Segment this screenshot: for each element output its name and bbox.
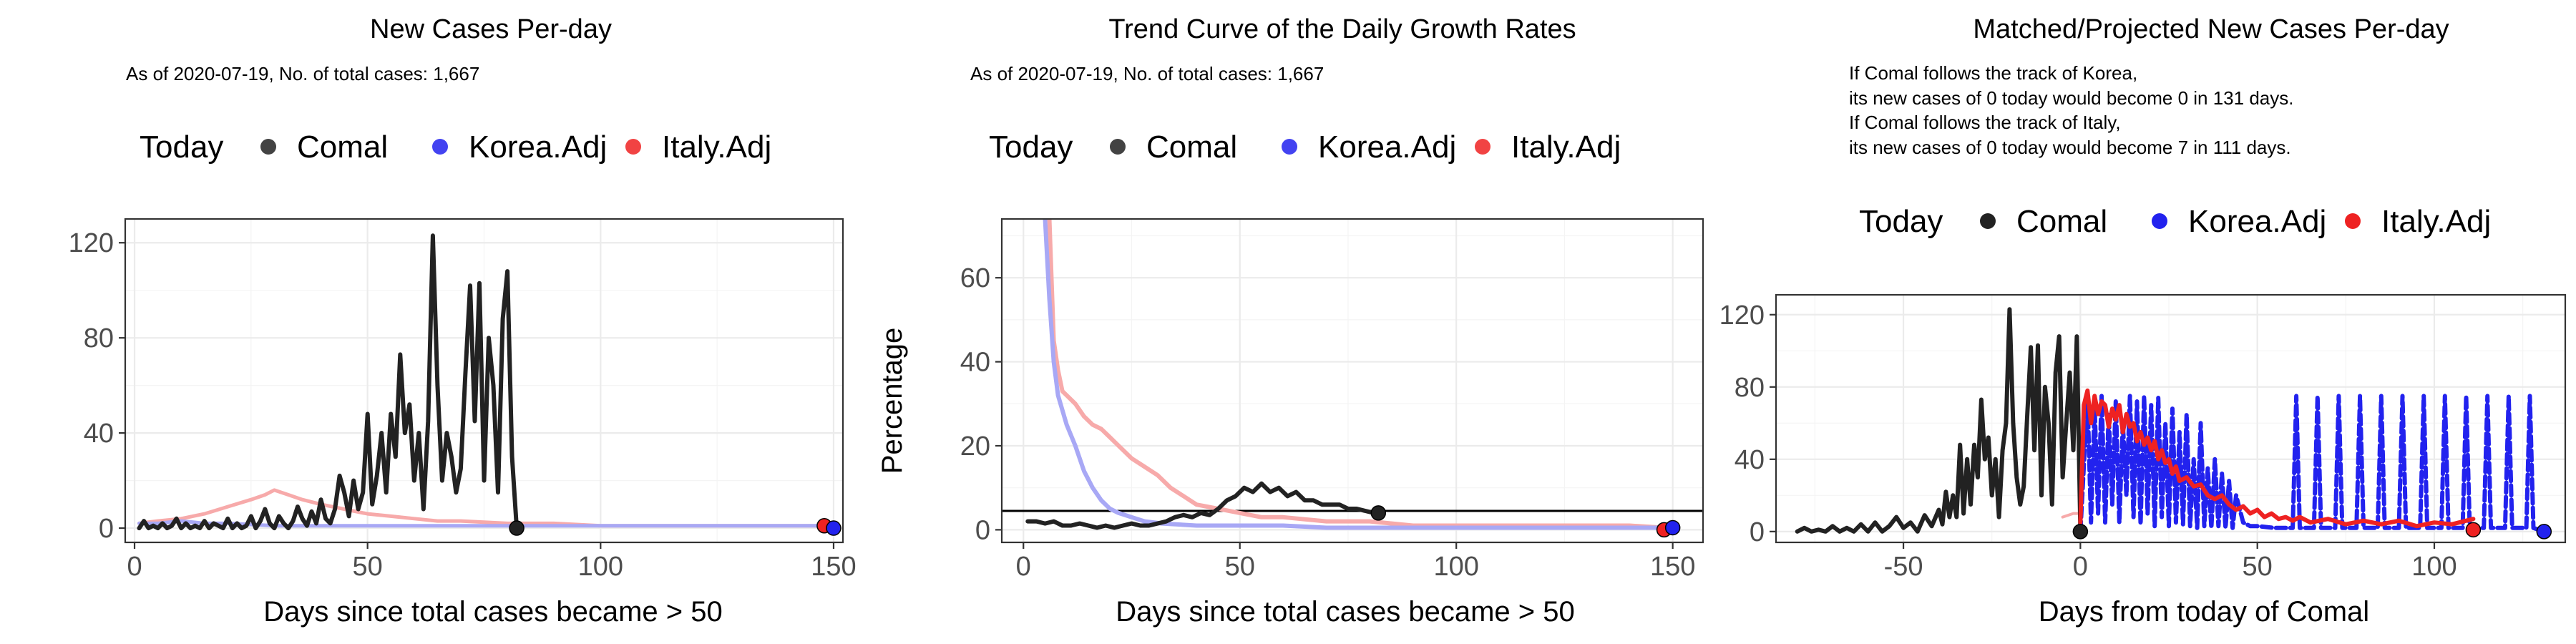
x-tick-label: 150	[1650, 552, 1695, 582]
legend-key-comal	[1110, 139, 1126, 155]
x-tick-label: 0	[1016, 552, 1031, 582]
x-tick-label: 100	[1433, 552, 1478, 582]
annotation-line: its new cases of 0 today would become 0 …	[1849, 87, 2293, 109]
legend-key-italy-adj	[1475, 139, 1491, 155]
y-tick-label: 40	[1735, 445, 1765, 475]
x-tick-label: 100	[578, 552, 623, 582]
x-axis-title: Days from today of Comal	[2039, 596, 2369, 628]
legend-label-korea-adj: Korea.Adj	[1318, 130, 1456, 165]
legend-label-italy-adj: Italy.Adj	[662, 130, 771, 165]
series-line-comal	[1795, 307, 2083, 534]
panel-projected-cases: Matched/Projected New Cases Per-day If C…	[1719, 14, 2567, 628]
series-line-italy-adj-matched	[2061, 512, 2082, 519]
x-tick-label: 100	[2411, 552, 2457, 582]
legend: Today Comal Korea.Adj Italy.Adj	[1859, 204, 2491, 239]
series-line-italy-adj	[1047, 219, 1667, 530]
legend-key-comal	[1980, 213, 1996, 229]
legend-label-italy-adj: Italy.Adj	[2381, 204, 2491, 239]
legend-key-korea-adj	[432, 139, 448, 155]
legend: Today Comal Korea.Adj Italy.Adj	[140, 130, 771, 165]
today-point-korea-adj	[1664, 519, 1681, 536]
x-tick-label: 0	[127, 552, 142, 582]
legend-key-italy-adj	[625, 139, 641, 155]
chart-title: New Cases Per-day	[370, 14, 612, 44]
legend-label-korea-adj: Korea.Adj	[2188, 204, 2326, 239]
y-tick-label: 20	[960, 431, 990, 462]
today-point-korea-adj	[2536, 524, 2552, 540]
annotation-line: its new cases of 0 today would become 7 …	[1849, 137, 2291, 158]
x-tick-label: 50	[2243, 552, 2273, 582]
y-tick-label: 60	[960, 263, 990, 293]
series-line-korea-adj	[2078, 394, 2547, 534]
chart-title: Trend Curve of the Daily Growth Rates	[1108, 14, 1576, 44]
y-tick-label: 0	[975, 515, 990, 545]
x-axis-title: Days since total cases became > 50	[1116, 596, 1574, 628]
x-tick-label: 50	[353, 552, 383, 582]
today-point-comal	[1370, 505, 1387, 521]
panel-border	[1775, 293, 2567, 544]
panel-growth-rates: Trend Curve of the Daily Growth Rates As…	[877, 14, 1704, 628]
today-point-korea-adj	[826, 520, 841, 536]
legend-title: Today	[1859, 204, 1943, 239]
legend-title: Today	[989, 130, 1073, 165]
y-tick-label: 40	[84, 419, 114, 449]
panel-border	[1000, 218, 1704, 544]
legend-label-comal: Comal	[1146, 130, 1237, 165]
legend-label-comal: Comal	[2016, 204, 2107, 239]
legend-label-comal: Comal	[297, 130, 388, 165]
chart-subtitle: As of 2020-07-19, No. of total cases: 1,…	[970, 63, 1324, 84]
plot-area: 0 50 100 150 0 40 80 120	[69, 218, 857, 582]
today-point-comal	[509, 520, 525, 536]
x-tick-label: 150	[811, 552, 856, 582]
y-tick-label: 0	[99, 514, 114, 544]
chart-subtitle: As of 2020-07-19, No. of total cases: 1,…	[126, 63, 479, 84]
legend-key-korea-adj	[2152, 213, 2167, 229]
legend-label-italy-adj: Italy.Adj	[1511, 130, 1621, 165]
series-line-korea-adj	[137, 519, 836, 528]
x-tick-label: -50	[1884, 552, 1923, 582]
plot-area: 0 50 100 150 0 20 40 60	[960, 218, 1704, 582]
series-line-italy-adj	[2078, 388, 2476, 529]
legend-key-comal	[260, 139, 276, 155]
y-tick-label: 80	[1735, 373, 1765, 403]
x-tick-label: 50	[1225, 552, 1255, 582]
panel-new-cases: New Cases Per-day As of 2020-07-19, No. …	[69, 14, 857, 628]
series-line-comal	[1025, 481, 1377, 530]
today-point-italy-adj	[2465, 522, 2482, 538]
annotation-line: If Comal follows the track of Korea,	[1849, 62, 2137, 84]
y-tick-label: 120	[1719, 301, 1765, 331]
legend-label-korea-adj: Korea.Adj	[469, 130, 607, 165]
chart-title: Matched/Projected New Cases Per-day	[1973, 14, 2449, 44]
plot-area: -50 0 50 100 0 40 80 120	[1719, 293, 2567, 582]
x-axis-title: Days since total cases became > 50	[263, 596, 722, 628]
y-tick-label: 0	[1750, 517, 1765, 547]
y-axis-title: Percentage	[877, 328, 908, 474]
panel-border	[124, 218, 844, 544]
legend-key-korea-adj	[1282, 139, 1297, 155]
today-point-comal	[2072, 524, 2089, 540]
y-tick-label: 80	[84, 323, 114, 353]
annotation-line: If Comal follows the track of Italy,	[1849, 112, 2121, 133]
series-line-italy-adj	[137, 488, 826, 528]
legend: Today Comal Korea.Adj Italy.Adj	[989, 130, 1621, 165]
legend-title: Today	[140, 130, 223, 165]
y-tick-label: 40	[960, 348, 990, 378]
x-tick-label: 0	[2073, 552, 2088, 582]
series-line-comal	[137, 233, 519, 531]
legend-key-italy-adj	[2345, 213, 2361, 229]
y-tick-label: 120	[69, 228, 114, 258]
series-line-korea-adj	[1043, 219, 1675, 530]
